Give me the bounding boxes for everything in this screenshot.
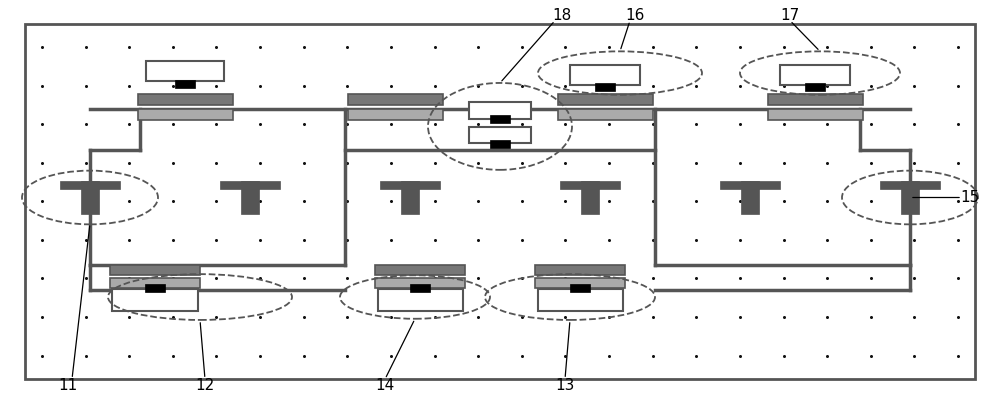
Bar [768, 109, 862, 120]
Bar [146, 61, 224, 81]
Bar [410, 284, 430, 292]
Bar [535, 278, 625, 288]
Bar [570, 65, 640, 85]
Bar [490, 140, 510, 148]
Text: 11: 11 [58, 378, 78, 393]
Bar [145, 284, 165, 292]
Bar [112, 289, 198, 311]
Text: 13: 13 [555, 378, 575, 393]
Bar [220, 181, 280, 189]
Bar [110, 278, 200, 288]
Bar [375, 265, 465, 275]
Bar [558, 94, 652, 105]
Text: 16: 16 [625, 8, 645, 23]
Bar [538, 289, 622, 311]
Bar [380, 181, 440, 189]
Bar [175, 80, 195, 88]
Bar [880, 181, 940, 189]
Text: 15: 15 [960, 190, 980, 205]
Bar [901, 181, 919, 214]
Bar [741, 181, 759, 214]
Bar [348, 109, 442, 120]
Bar [81, 181, 99, 214]
Bar [595, 83, 615, 91]
Bar [780, 65, 850, 85]
Bar [60, 181, 120, 189]
Bar [375, 278, 465, 288]
Bar [241, 181, 259, 214]
Bar [805, 83, 825, 91]
Bar [469, 127, 531, 143]
Bar [558, 109, 652, 120]
Bar [138, 109, 232, 120]
Bar [378, 289, 462, 311]
Bar [469, 102, 531, 119]
Bar [560, 181, 620, 189]
Bar [581, 181, 599, 214]
Text: 18: 18 [552, 8, 572, 23]
Bar [401, 181, 419, 214]
Bar [768, 94, 862, 105]
Bar [490, 115, 510, 123]
Bar [348, 94, 442, 105]
Text: 17: 17 [780, 8, 800, 23]
Bar [535, 265, 625, 275]
Bar [720, 181, 780, 189]
Bar [570, 284, 590, 292]
Bar [110, 265, 200, 275]
Text: 14: 14 [375, 378, 395, 393]
Text: 12: 12 [195, 378, 215, 393]
Bar [138, 94, 232, 105]
